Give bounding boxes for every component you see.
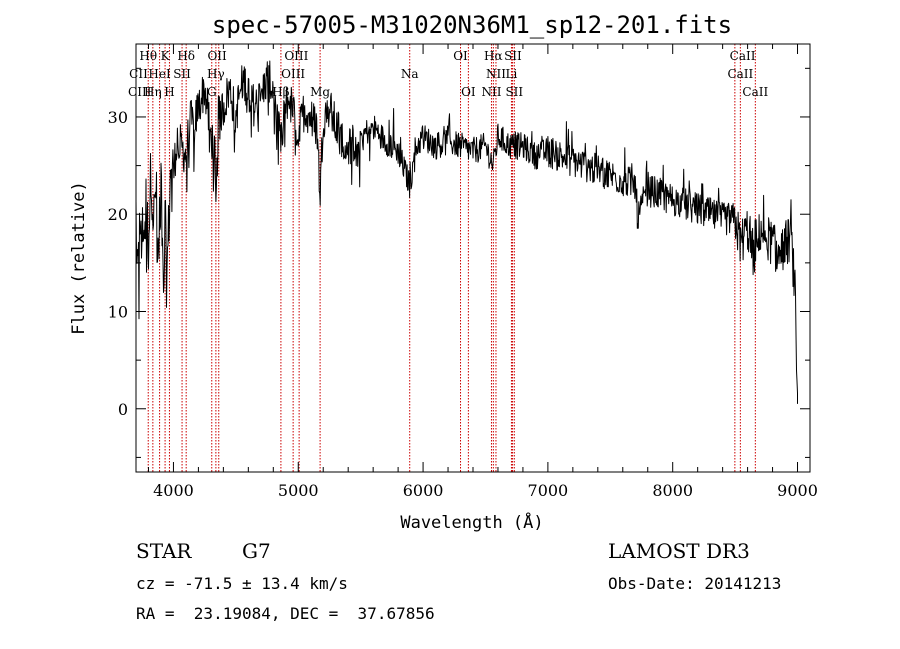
x-tick-label-8000: 8000 bbox=[652, 481, 693, 500]
line-label-3: OII bbox=[207, 49, 227, 63]
line-label-23: Mg bbox=[310, 85, 330, 99]
y-tick-label-30: 30 bbox=[108, 108, 128, 127]
line-label-13: OIII bbox=[281, 67, 305, 81]
x-axis-label: Wavelength (Å) bbox=[400, 511, 543, 533]
x-tick-label-5000: 5000 bbox=[278, 481, 319, 500]
obs-date: Obs-Date: 20141213 bbox=[608, 574, 781, 593]
x-tick-label-6000: 6000 bbox=[403, 481, 444, 500]
line-label-4: OIII bbox=[284, 49, 308, 63]
line-label-16: Li bbox=[506, 67, 518, 81]
redshift-velocity: cz = -71.5 ± 13.4 km/s bbox=[136, 574, 348, 593]
x-axis-ticks: 4000 5000 6000 7000 8000 9000 bbox=[147, 44, 818, 500]
line-label-5: OI bbox=[453, 49, 468, 63]
x-tick-label-7000: 7000 bbox=[528, 481, 569, 500]
spectrum-group bbox=[135, 60, 798, 404]
line-label-8: CaII bbox=[730, 49, 756, 63]
line-label-17: CaII bbox=[727, 67, 753, 81]
y-tick-label-10: 10 bbox=[108, 303, 128, 322]
y-axis-ticks: 0 10 20 30 bbox=[108, 67, 810, 458]
line-label-19: Hη bbox=[144, 85, 162, 99]
x-tick-label-4000: 4000 bbox=[153, 481, 194, 500]
line-label-1: K bbox=[161, 49, 171, 63]
line-label-10: HeI bbox=[148, 67, 171, 81]
line-label-27: CaII bbox=[742, 85, 768, 99]
survey-name: LAMOST DR3 bbox=[608, 539, 750, 563]
line-label-7: SII bbox=[504, 49, 522, 63]
line-label-15: NII bbox=[486, 67, 506, 81]
line-label-11: SII bbox=[173, 67, 191, 81]
y-axis-label: Flux (relative) bbox=[69, 181, 89, 335]
coordinates: RA = 23.19084, DEC = 37.67856 bbox=[136, 604, 435, 623]
line-label-18: CIII bbox=[128, 85, 152, 99]
line-label-2: Hδ bbox=[177, 49, 195, 63]
line-label-6: Hα bbox=[484, 49, 503, 63]
y-tick-label-0: 0 bbox=[118, 400, 128, 419]
chart-title: spec-57005-M31020N36M1_sp12-201.fits bbox=[212, 11, 732, 39]
line-label-26: SII bbox=[505, 85, 523, 99]
x-tick-label-9000: 9000 bbox=[777, 481, 818, 500]
line-label-22: Hβ bbox=[272, 85, 289, 99]
line-label-21: G bbox=[207, 85, 217, 99]
subclass: G7 bbox=[242, 539, 271, 563]
y-tick-label-20: 20 bbox=[108, 205, 128, 224]
line-label-12: Hγ bbox=[207, 67, 225, 81]
spectrum-line bbox=[135, 60, 798, 404]
line-label-9: CII bbox=[129, 67, 148, 81]
line-label-14: Na bbox=[401, 67, 419, 81]
line-label-25: NII bbox=[481, 85, 501, 99]
line-label-0: Hθ bbox=[139, 49, 157, 63]
line-label-20: H bbox=[164, 85, 174, 99]
object-type: STAR bbox=[136, 539, 192, 563]
line-markers-group bbox=[147, 44, 756, 472]
line-label-24: OI bbox=[461, 85, 476, 99]
